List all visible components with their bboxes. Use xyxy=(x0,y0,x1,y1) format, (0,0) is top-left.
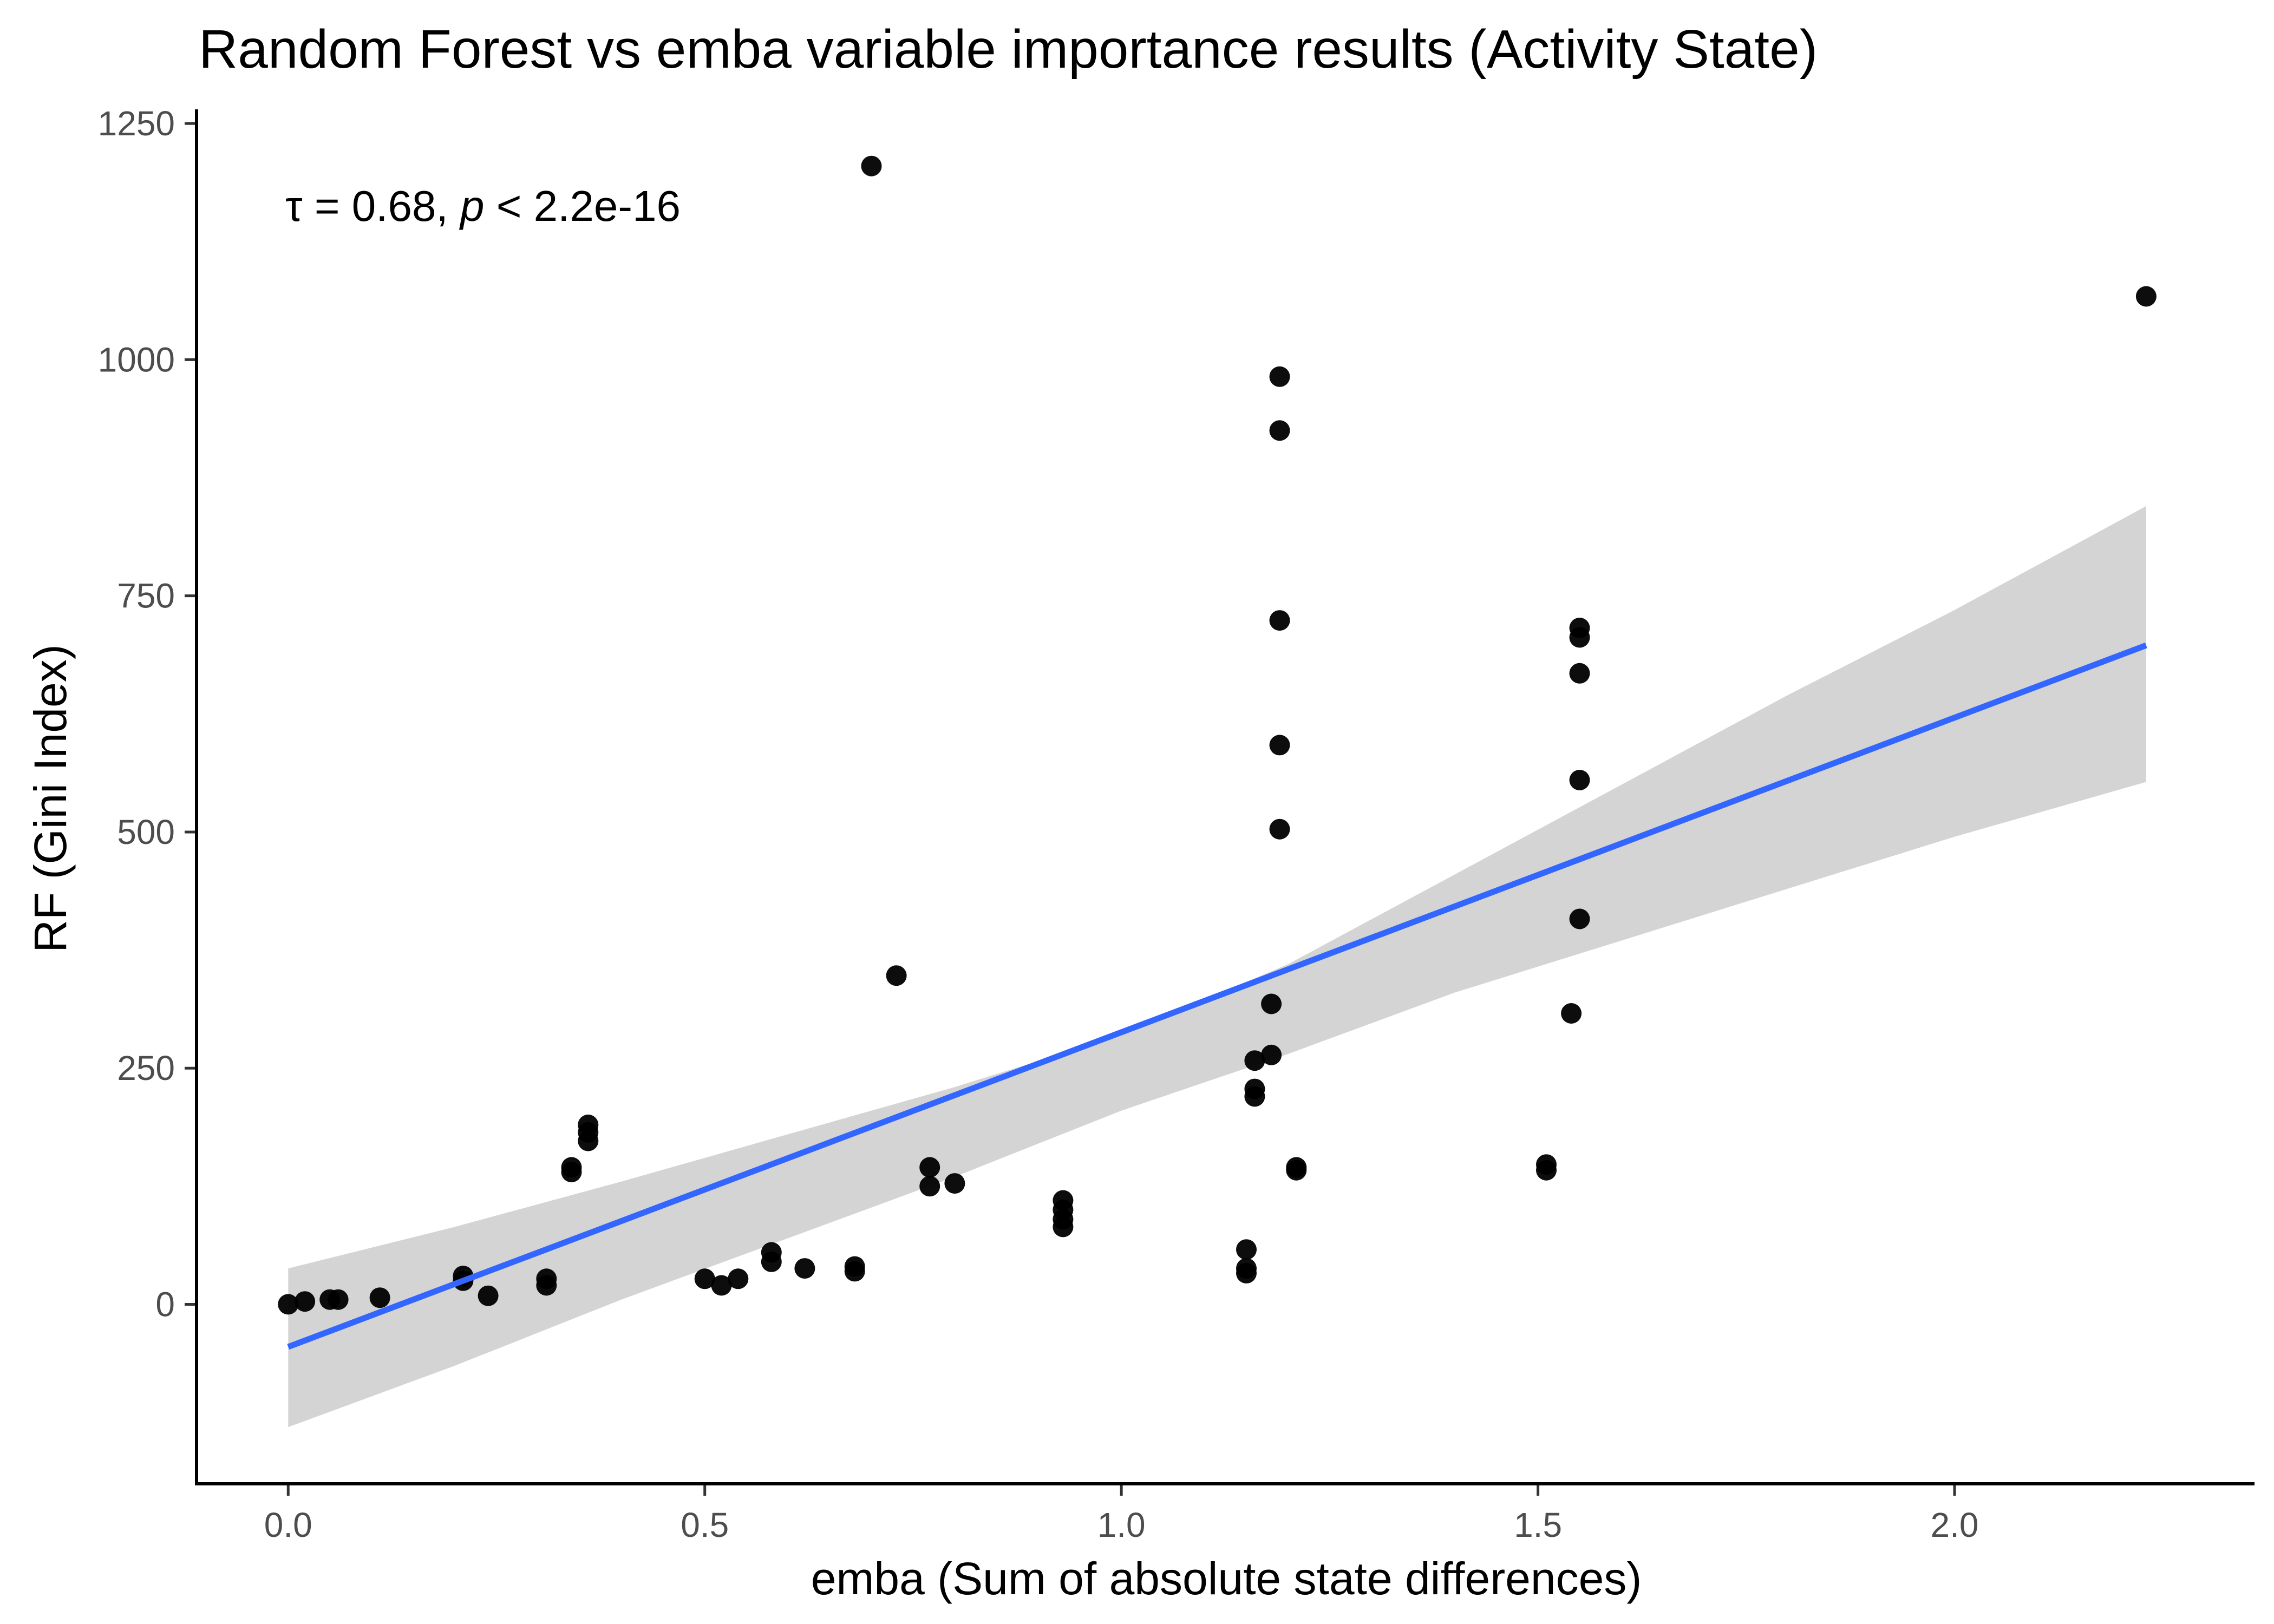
x-tick-label: 1.0 xyxy=(1097,1505,1146,1544)
data-point xyxy=(561,1162,582,1183)
data-point xyxy=(694,1268,715,1289)
data-point xyxy=(761,1251,782,1272)
data-point xyxy=(919,1157,940,1178)
y-tick-label: 250 xyxy=(117,1049,175,1088)
data-point xyxy=(478,1285,499,1306)
data-point xyxy=(1536,1160,1557,1181)
data-point xyxy=(1244,1050,1265,1071)
tau-value: 0.68, xyxy=(352,182,448,230)
equals-sign: = xyxy=(315,182,340,230)
data-point xyxy=(578,1130,599,1151)
data-point xyxy=(1269,610,1290,631)
data-point xyxy=(1261,993,1282,1014)
correlation-annotation: τ = 0.68, p < 2.2e-16 xyxy=(285,182,681,230)
data-point xyxy=(1569,627,1590,648)
y-tick-label: 1250 xyxy=(98,104,175,143)
data-point xyxy=(369,1287,390,1308)
p-value: 2.2e-16 xyxy=(534,182,681,230)
data-point xyxy=(328,1289,349,1310)
data-point xyxy=(861,155,882,176)
data-point xyxy=(728,1268,749,1289)
data-point xyxy=(1053,1216,1074,1237)
data-point xyxy=(886,965,907,986)
x-tick-label: 0.0 xyxy=(264,1505,312,1544)
data-point xyxy=(1269,735,1290,756)
data-point xyxy=(536,1275,557,1296)
p-symbol: p xyxy=(459,182,485,230)
tau-symbol: τ xyxy=(285,182,303,230)
x-axis-ticks: 0.0 0.5 1.0 1.5 2.0 xyxy=(264,1485,1979,1544)
data-point xyxy=(944,1173,965,1194)
regression-line xyxy=(287,642,2147,1350)
data-point xyxy=(1244,1086,1265,1107)
data-point xyxy=(1569,770,1590,790)
data-point xyxy=(295,1291,316,1312)
data-point xyxy=(1269,366,1290,387)
y-tick-label: 750 xyxy=(117,577,175,615)
data-point xyxy=(1569,663,1590,684)
data-point xyxy=(711,1275,732,1296)
y-axis-ticks: 0 250 500 750 1000 1250 xyxy=(98,104,195,1324)
data-point xyxy=(1561,1003,1582,1024)
y-tick-label: 0 xyxy=(155,1285,175,1324)
x-tick-label: 1.5 xyxy=(1514,1505,1562,1544)
data-point xyxy=(1269,818,1290,840)
confidence-band xyxy=(288,506,2146,1427)
data-point xyxy=(2135,286,2157,307)
data-point xyxy=(1236,1239,1257,1260)
data-point xyxy=(794,1258,815,1279)
data-point xyxy=(278,1294,299,1315)
y-tick-label: 500 xyxy=(117,813,175,852)
data-point xyxy=(919,1176,940,1197)
data-point xyxy=(1569,908,1590,929)
x-tick-label: 2.0 xyxy=(1931,1505,1979,1544)
plot-area xyxy=(278,155,2157,1427)
x-axis-title: emba (Sum of absolute state differences) xyxy=(811,1553,1642,1604)
data-point xyxy=(1286,1160,1307,1181)
y-axis-title: RF (Gini Index) xyxy=(25,644,76,952)
data-point xyxy=(1261,1044,1282,1065)
y-tick-label: 1000 xyxy=(98,340,175,379)
data-point xyxy=(1236,1262,1257,1284)
data-point xyxy=(1269,420,1290,441)
data-point xyxy=(844,1261,865,1282)
less-than-sign: < xyxy=(496,182,522,230)
x-tick-label: 0.5 xyxy=(681,1505,729,1544)
chart-title: Random Forest vs emba variable importanc… xyxy=(199,19,1818,80)
